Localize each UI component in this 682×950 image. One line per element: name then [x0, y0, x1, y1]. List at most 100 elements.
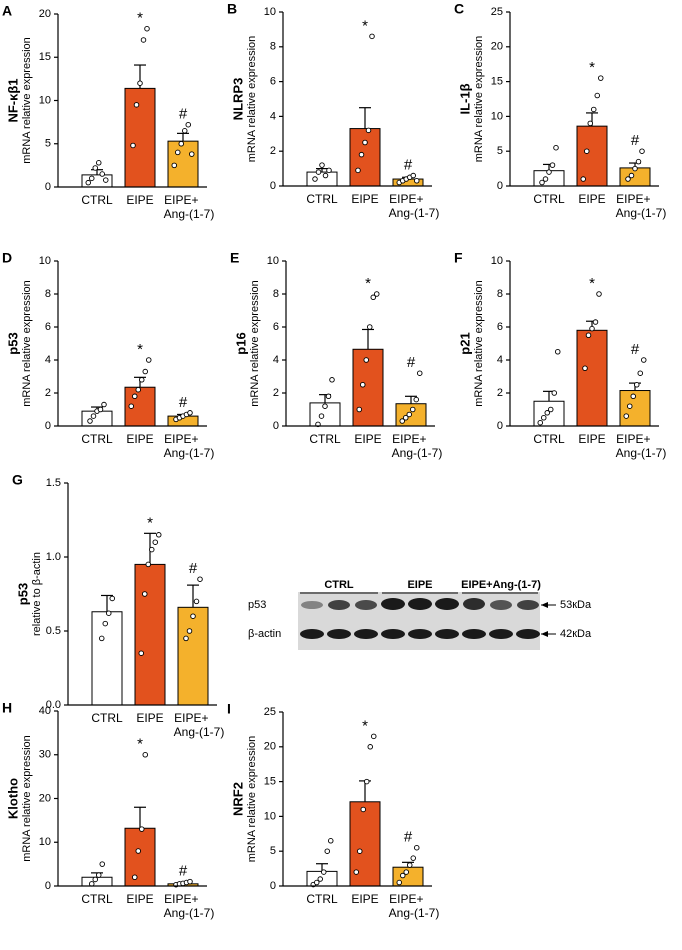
- panel-letter: G: [12, 472, 23, 488]
- panel-letter: F: [454, 250, 463, 266]
- significance: *: [137, 10, 143, 27]
- y-tick-label: 5: [497, 145, 503, 157]
- data-point: [584, 148, 590, 154]
- x-tick-label: EIPE+ Ang-(1-7): [389, 192, 440, 220]
- y-tick-label: 0: [45, 880, 51, 892]
- data-point: [155, 532, 162, 538]
- y-tick-label: 10: [264, 810, 276, 822]
- panel-letter: C: [454, 1, 464, 17]
- data-point: [109, 595, 115, 602]
- data-point: [88, 175, 95, 182]
- x-tick-label: CTRL: [533, 432, 565, 446]
- significance: #: [407, 354, 416, 371]
- data-point: [553, 144, 559, 151]
- data-point: [102, 177, 109, 183]
- significance: #: [179, 106, 188, 123]
- data-point: [410, 172, 417, 179]
- panel-letter: A: [2, 3, 12, 19]
- significance: #: [404, 829, 413, 846]
- y-axis-subtitle: mRNA relative expression: [473, 36, 485, 163]
- data-point: [138, 650, 144, 656]
- panel: C IL-1β mRNA relative expression 0 5 10 15 20 25…: [454, 1, 666, 220]
- y-axis-title: p53: [15, 583, 30, 605]
- blot-group: EIPE+Ang-(1-7): [461, 579, 541, 591]
- data-point: [101, 401, 107, 408]
- y-tick-label: 6: [497, 321, 503, 333]
- data-point: [144, 25, 150, 32]
- significance: *: [137, 736, 143, 753]
- data-point: [131, 393, 138, 400]
- x-tick-label: CTRL: [533, 192, 565, 206]
- data-point: [87, 418, 93, 424]
- data-point: [414, 844, 420, 851]
- x-tick-label: EIPE+ Ang-(1-7): [164, 193, 215, 221]
- panel-letter: B: [227, 1, 237, 17]
- panel: H Klotho mRNA relative expression 0 10 20 30 40…: [2, 700, 214, 920]
- data-point: [370, 294, 377, 301]
- y-tick-label: 10: [491, 110, 503, 122]
- data-point: [592, 319, 599, 325]
- data-point: [363, 357, 370, 363]
- x-tick-label: EIPE: [351, 892, 378, 906]
- y-tick-label: 40: [39, 705, 51, 717]
- y-tick-label: 0.5: [46, 625, 61, 637]
- x-tick-label: EIPE+ Ang-(1-7): [616, 432, 667, 460]
- y-tick-label: 0: [270, 180, 276, 192]
- panel-letter: H: [2, 700, 12, 716]
- bar: [349, 128, 381, 187]
- y-tick-label: 10: [491, 255, 503, 267]
- data-point: [374, 291, 380, 297]
- bar: [124, 87, 156, 188]
- data-point: [417, 370, 423, 376]
- data-point: [596, 291, 602, 297]
- data-point: [591, 106, 597, 113]
- y-tick-label: 2: [497, 387, 503, 399]
- data-point: [542, 176, 549, 182]
- data-point: [328, 838, 334, 844]
- y-axis-title: p21: [457, 332, 472, 354]
- data-point: [639, 148, 645, 154]
- data-point: [148, 546, 155, 553]
- data-point: [322, 403, 328, 409]
- significance: *: [365, 275, 371, 292]
- y-tick-label: 25: [491, 6, 503, 18]
- blot-group: CTRL: [324, 579, 354, 591]
- data-point: [137, 80, 143, 86]
- y-tick-label: 20: [491, 41, 503, 53]
- data-point: [142, 752, 148, 758]
- data-point: [142, 368, 148, 375]
- y-axis-subtitle: mRNA relative expression: [21, 280, 33, 407]
- data-point: [551, 390, 558, 396]
- data-point: [548, 406, 554, 413]
- blot-row: β-actin: [248, 628, 281, 640]
- data-point: [641, 357, 647, 363]
- y-tick-label: 2: [270, 145, 276, 157]
- y-axis-subtitle: mRNA relative expression: [473, 280, 485, 407]
- data-point: [99, 171, 105, 177]
- data-point: [549, 162, 556, 168]
- data-point: [95, 872, 102, 878]
- x-tick-label: EIPE: [578, 192, 605, 206]
- data-point: [555, 349, 561, 355]
- data-point: [174, 149, 181, 156]
- data-point: [321, 869, 327, 875]
- y-axis-subtitle: mRNA relative expression: [249, 280, 261, 407]
- data-point: [356, 406, 363, 413]
- x-tick-label: EIPE: [354, 432, 381, 446]
- y-tick-label: 10: [39, 255, 51, 267]
- data-point: [138, 826, 145, 832]
- y-tick-label: 2: [273, 387, 279, 399]
- data-point: [403, 415, 409, 421]
- bar: [576, 125, 608, 187]
- y-tick-label: 30: [39, 749, 51, 761]
- data-point: [145, 561, 151, 568]
- data-point: [145, 357, 152, 363]
- significance: #: [179, 863, 188, 880]
- data-point: [364, 778, 370, 785]
- data-point: [407, 862, 413, 868]
- y-axis-subtitle: relative to β-actin: [31, 552, 43, 636]
- data-point: [582, 365, 588, 372]
- data-point: [187, 878, 193, 885]
- data-point: [102, 620, 108, 627]
- data-point: [360, 806, 367, 813]
